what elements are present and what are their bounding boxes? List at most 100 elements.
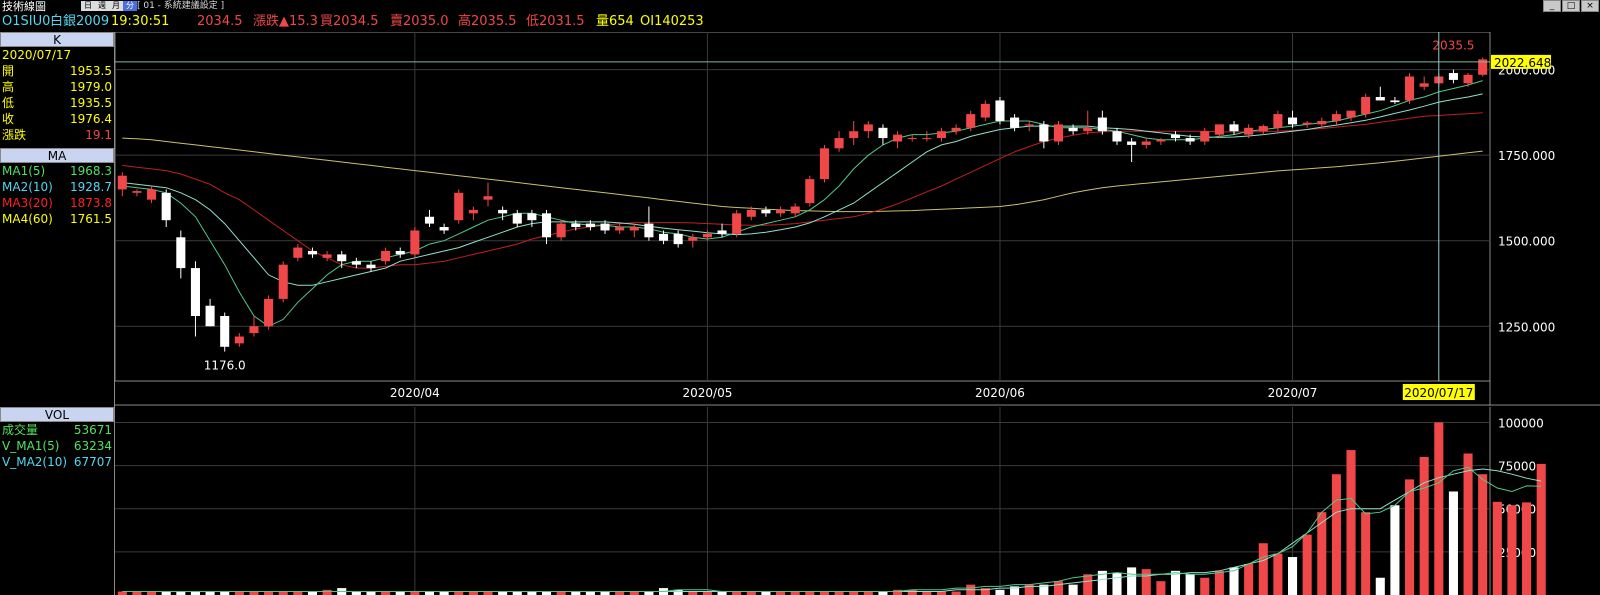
volume-bar: [1287, 557, 1298, 595]
volume-bar: [776, 591, 786, 595]
candle-body: [1229, 124, 1239, 132]
volume-bar: [322, 589, 332, 595]
ma-panel-header[interactable]: MA: [0, 148, 114, 163]
candle-body: [702, 233, 712, 238]
volume-bar: [688, 591, 698, 595]
symbol-name: 白銀2009: [50, 14, 110, 29]
volume-bar: [746, 591, 756, 595]
volume-bar: [1375, 577, 1385, 595]
volume-bar: [498, 591, 508, 595]
volume-bar: [1214, 570, 1224, 595]
ma2-label: MA2(10): [2, 180, 53, 194]
candle-body: [366, 264, 376, 269]
price-ma5-line: [122, 80, 1483, 327]
volume-bar: [483, 591, 493, 595]
candle-body: [893, 134, 903, 142]
quote-high: 高2035.5: [458, 14, 517, 29]
candle-body: [1317, 120, 1327, 125]
quote-last: 2034.5: [197, 14, 243, 29]
volume-bar: [205, 591, 215, 595]
volume-bar: [761, 591, 771, 595]
vol-value: 53671: [73, 423, 112, 437]
close-button[interactable]: ×: [1581, 0, 1599, 12]
volume-tick-label: 100000: [1498, 416, 1544, 430]
volume-bar: [951, 591, 961, 595]
candle-body: [424, 216, 435, 224]
volume-bar: [556, 591, 566, 595]
candle-body: [1244, 127, 1254, 135]
volume-bar: [190, 591, 200, 595]
volume-bar: [922, 591, 932, 595]
volume-bar: [1200, 577, 1210, 595]
candle-body: [322, 254, 332, 258]
volume-bar: [1156, 581, 1166, 595]
candle-body: [1214, 124, 1224, 135]
volume-bar: [585, 591, 595, 595]
volume-bar: [1302, 534, 1312, 595]
minimize-button[interactable]: _: [1543, 0, 1561, 12]
candle-body: [1141, 141, 1151, 145]
candle-body: [1156, 139, 1166, 142]
ma3-value: 1873.8: [70, 196, 112, 210]
candle-body: [1083, 127, 1093, 132]
k-panel-header[interactable]: K: [0, 32, 114, 47]
volume-bar: [1536, 463, 1546, 595]
volume-bar: [1010, 586, 1020, 595]
candle-body: [512, 213, 522, 224]
period-week-button[interactable]: 週: [95, 1, 109, 11]
k-low-label: 低: [2, 96, 15, 110]
volume-bar: [117, 591, 127, 595]
candle-body: [571, 223, 581, 228]
vol-panel-header[interactable]: VOL: [0, 407, 114, 422]
volume-bar: [980, 588, 990, 595]
volume-bar: [1170, 570, 1181, 595]
candle-body: [951, 127, 961, 132]
candle-body: [439, 227, 449, 231]
ma-panel: MA MA1(5) 1968.3 MA2(10) 1928.7 MA3(20) 187…: [0, 148, 114, 227]
k-open-value: 1953.5: [70, 64, 112, 78]
symbol-code: O1SIU0: [2, 14, 51, 29]
volume-bar: [249, 591, 259, 595]
candle-body: [293, 247, 303, 258]
candle-body: [863, 124, 873, 132]
candle-body: [1405, 76, 1415, 101]
volume-bar: [936, 591, 946, 595]
volume-bar: [1068, 584, 1078, 595]
ma1-label: MA1(5): [2, 164, 46, 178]
quote-volume: 量654: [596, 14, 634, 29]
candle-body: [1302, 122, 1312, 125]
volume-bar: [293, 591, 303, 595]
maximize-button[interactable]: □: [1562, 0, 1580, 12]
period-minute-button[interactable]: 分: [123, 1, 137, 11]
settings-menu-label[interactable]: [ 01 - 系統建議設定 ]: [137, 1, 225, 11]
volume-bar: [161, 591, 171, 595]
volume-bar: [732, 591, 742, 595]
candle-body: [1097, 117, 1107, 132]
k-date: 2020/07/17: [2, 48, 72, 62]
volume-bar: [278, 591, 288, 595]
candle-body: [1419, 83, 1429, 87]
volume-bar: [351, 591, 361, 595]
period-month-button[interactable]: 月: [109, 1, 123, 11]
vma1-value: 63234: [73, 439, 112, 453]
k-close-label: 收: [2, 112, 15, 126]
volume-bar: [1478, 474, 1488, 595]
volume-bar: [1039, 584, 1049, 595]
volume-bar: [410, 591, 420, 595]
volume-bar: [615, 591, 625, 595]
volume-bar: [1463, 453, 1473, 595]
volume-bar: [1244, 563, 1254, 595]
candle-body: [776, 209, 786, 214]
volume-bar: [907, 589, 917, 595]
volume-bar: [1405, 479, 1415, 595]
candle-body: [220, 315, 230, 347]
volume-bar: [1112, 572, 1122, 595]
candle-body: [1200, 131, 1210, 142]
quote-bid: 買2034.5: [320, 14, 379, 29]
candle-body: [805, 179, 815, 204]
period-day-button[interactable]: 日: [81, 1, 95, 11]
candle-body: [966, 114, 976, 128]
current-price-label: 2022.648: [1494, 56, 1551, 70]
